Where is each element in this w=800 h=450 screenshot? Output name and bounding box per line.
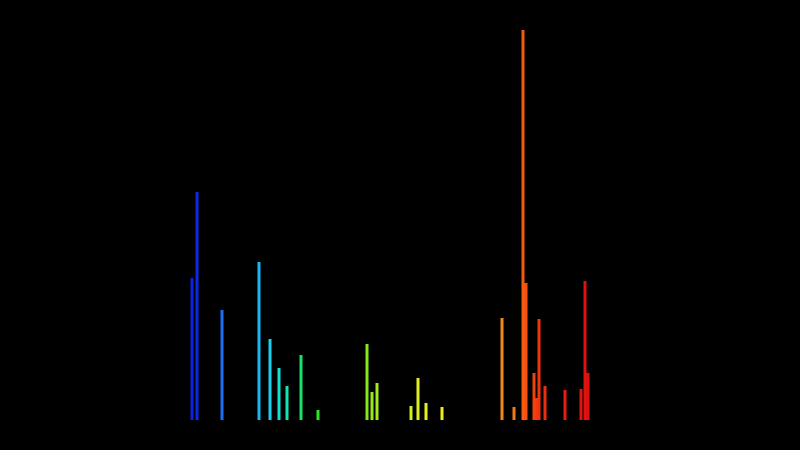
bar-20	[524, 283, 528, 420]
bar-15	[424, 403, 428, 420]
bar-14	[416, 378, 420, 420]
bar-7	[285, 386, 289, 420]
bar-2	[195, 192, 199, 420]
bar-5	[268, 339, 272, 420]
bar-19	[521, 30, 525, 420]
bar-25	[563, 390, 567, 420]
bar-1	[190, 278, 194, 420]
bar-26	[579, 389, 583, 420]
bar-9	[316, 410, 320, 420]
bar-16	[440, 407, 444, 420]
bar-27	[583, 281, 587, 420]
bar-12	[375, 383, 379, 420]
bar-3	[220, 310, 224, 420]
bar-23	[537, 319, 541, 420]
bar-6	[277, 368, 281, 420]
bar-8	[299, 355, 303, 420]
bar-11	[370, 392, 374, 420]
bar-10	[365, 344, 369, 420]
bar-22	[535, 398, 539, 420]
bar-17	[500, 318, 504, 420]
bar-4	[257, 262, 261, 420]
bar-18	[512, 407, 516, 420]
bar-21	[532, 373, 536, 420]
bar-28	[586, 373, 590, 420]
bar-13	[409, 406, 413, 420]
bar-24	[543, 386, 547, 420]
bars-group	[190, 30, 590, 420]
